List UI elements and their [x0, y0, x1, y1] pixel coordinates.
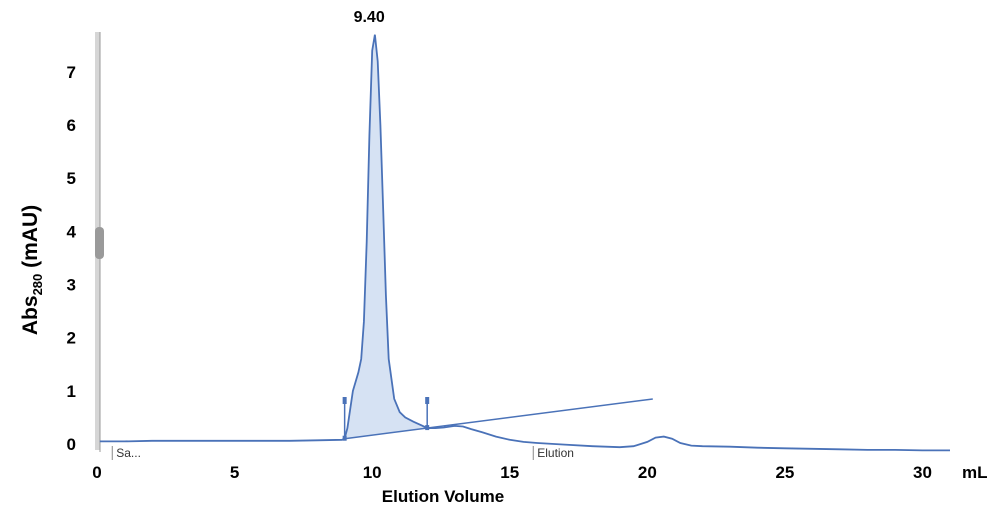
x-axis-unit: mL	[962, 463, 988, 482]
y-tick-label-6: 6	[67, 116, 76, 135]
fraction-markers	[342, 397, 430, 441]
y-axis-title-unit: (mAU)	[19, 205, 42, 274]
event-labels: Sa... Elution	[111, 446, 574, 460]
x-tick-label-30: 30	[913, 463, 932, 482]
y-tick-label-3: 3	[67, 276, 76, 295]
y-tick-label-5: 5	[67, 169, 76, 188]
y-axis-title-main: Abs	[19, 295, 42, 335]
event-label-1: Sa...	[116, 446, 141, 460]
x-tick-label-25: 25	[775, 463, 794, 482]
peak-fill-area	[344, 34, 428, 439]
peak-label: 9.40	[354, 9, 385, 26]
x-tick-label-10: 10	[363, 463, 382, 482]
fraction-marker-base-2	[425, 425, 430, 431]
x-axis-title: Elution Volume	[382, 487, 504, 506]
fraction-marker-cap-1[interactable]	[342, 397, 347, 404]
fraction-baseline	[344, 398, 653, 440]
y-axis-title: Abs280 (mAU)	[19, 205, 45, 335]
x-tick-label-5: 5	[230, 463, 239, 482]
y-tick-label-7: 7	[67, 63, 76, 82]
x-tick-labels: 0 5 10 15 20 25 30	[92, 463, 932, 482]
absorbance-trace	[99, 34, 950, 452]
x-tick-label-0: 0	[92, 463, 101, 482]
x-tick-label-15: 15	[500, 463, 519, 482]
axes-group	[95, 32, 104, 452]
y-tick-label-1: 1	[67, 382, 76, 401]
y-tick-label-2: 2	[67, 329, 76, 348]
x-tick-label-20: 20	[638, 463, 657, 482]
y-tick-label-0: 0	[67, 435, 76, 454]
y-tick-labels: 0 1 2 3 4 5 6 7	[67, 63, 77, 454]
fraction-marker-base-1	[342, 435, 347, 441]
y-axis-title-subscript: 280	[30, 274, 45, 296]
event-label-2: Elution	[537, 446, 574, 460]
fraction-marker-cap-2[interactable]	[425, 397, 430, 404]
y-tick-label-4: 4	[67, 222, 77, 241]
